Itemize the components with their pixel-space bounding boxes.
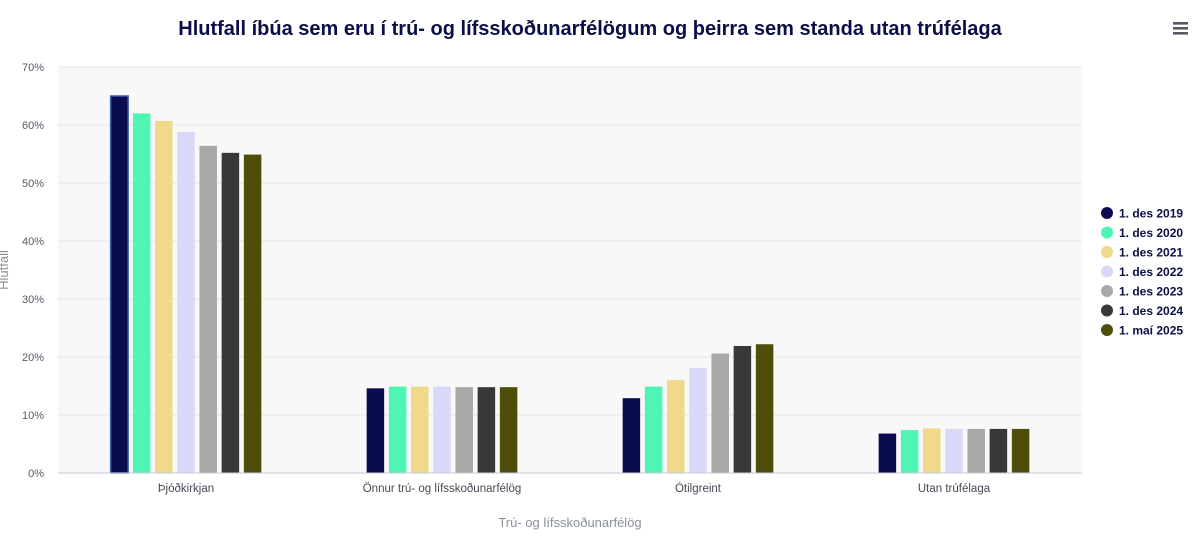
x-tick-label: Önnur trú- og lífsskoðunarfélög: [363, 483, 522, 495]
y-axis-ticks: 0% 10% 20% 30% 40% 50% 60% 70%: [22, 62, 44, 480]
legend-item[interactable]: 1. des 2019: [1101, 207, 1183, 221]
y-tick-label: 50%: [22, 178, 44, 190]
x-tick-label: Utan trúfélaga: [918, 483, 991, 495]
bar[interactable]: [755, 344, 774, 473]
legend-marker: [1101, 285, 1113, 297]
bar[interactable]: [733, 345, 752, 473]
legend-item[interactable]: 1. des 2021: [1101, 246, 1183, 260]
legend-marker: [1101, 207, 1113, 219]
legend-label: 1. des 2022: [1119, 265, 1183, 279]
bar[interactable]: [900, 430, 919, 473]
bar[interactable]: [711, 353, 729, 473]
bar[interactable]: [622, 398, 641, 473]
legend-marker: [1101, 246, 1113, 258]
bar[interactable]: [199, 145, 217, 473]
y-axis-title: Hlutfall: [0, 250, 11, 290]
y-tick-label: 70%: [22, 62, 44, 74]
bar[interactable]: [499, 387, 518, 473]
x-axis-title: Trú- og lífsskoðunarfélög: [498, 515, 641, 530]
bar[interactable]: [945, 428, 963, 473]
legend-item[interactable]: 1. maí 2025: [1101, 324, 1183, 338]
legend-label: 1. des 2020: [1119, 226, 1183, 240]
bar[interactable]: [366, 388, 385, 473]
bar[interactable]: [411, 386, 429, 473]
legend-label: 1. des 2019: [1119, 207, 1183, 221]
x-tick-label: Þjóðkirkjan: [158, 483, 214, 495]
bar[interactable]: [667, 380, 685, 473]
bar[interactable]: [243, 154, 262, 473]
legend-marker: [1101, 304, 1113, 317]
bar[interactable]: [132, 113, 151, 474]
legend-item[interactable]: 1. des 2023: [1101, 285, 1183, 299]
legend-marker: [1101, 324, 1113, 336]
y-tick-label: 10%: [22, 410, 44, 422]
legend-marker: [1101, 265, 1113, 278]
bar[interactable]: [923, 428, 941, 473]
hamburger-menu-icon[interactable]: [1173, 22, 1188, 35]
bar[interactable]: [221, 152, 240, 473]
bar[interactable]: [1011, 428, 1030, 473]
bar[interactable]: [177, 131, 195, 473]
bar[interactable]: [155, 120, 173, 473]
bar[interactable]: [455, 387, 473, 473]
x-axis-ticks: Þjóðkirkjan Önnur trú- og lífsskoðunarfél…: [158, 482, 991, 495]
bar[interactable]: [109, 95, 129, 474]
x-tick-label: Ótilgreint: [675, 482, 722, 495]
y-tick-label: 20%: [22, 352, 44, 364]
legend-marker: [1101, 226, 1113, 239]
legend-label: 1. des 2023: [1119, 285, 1183, 299]
legend-label: 1. des 2021: [1119, 246, 1183, 260]
legend-item[interactable]: 1. des 2024: [1101, 304, 1183, 318]
bar[interactable]: [388, 386, 407, 473]
y-tick-label: 0%: [28, 468, 44, 480]
bar[interactable]: [644, 386, 663, 473]
y-tick-label: 60%: [22, 120, 44, 132]
y-tick-label: 30%: [22, 294, 44, 306]
bars: [109, 95, 1030, 474]
bar[interactable]: [477, 387, 496, 473]
legend: 1. des 2019 1. des 2020 1. des 2021 1. des …: [1101, 207, 1183, 338]
y-tick-label: 40%: [22, 236, 44, 248]
bar[interactable]: [989, 428, 1008, 473]
bar[interactable]: [689, 368, 707, 473]
legend-item[interactable]: 1. des 2020: [1101, 226, 1183, 240]
legend-label: 1. des 2024: [1119, 304, 1183, 318]
bar[interactable]: [878, 433, 897, 473]
bar[interactable]: [967, 428, 985, 473]
legend-label: 1. maí 2025: [1119, 324, 1183, 338]
bar[interactable]: [433, 386, 451, 473]
chart-title: Hlutfall íbúa sem eru í trú- og lífsskoð…: [178, 18, 1002, 40]
legend-item[interactable]: 1. des 2022: [1101, 265, 1183, 279]
